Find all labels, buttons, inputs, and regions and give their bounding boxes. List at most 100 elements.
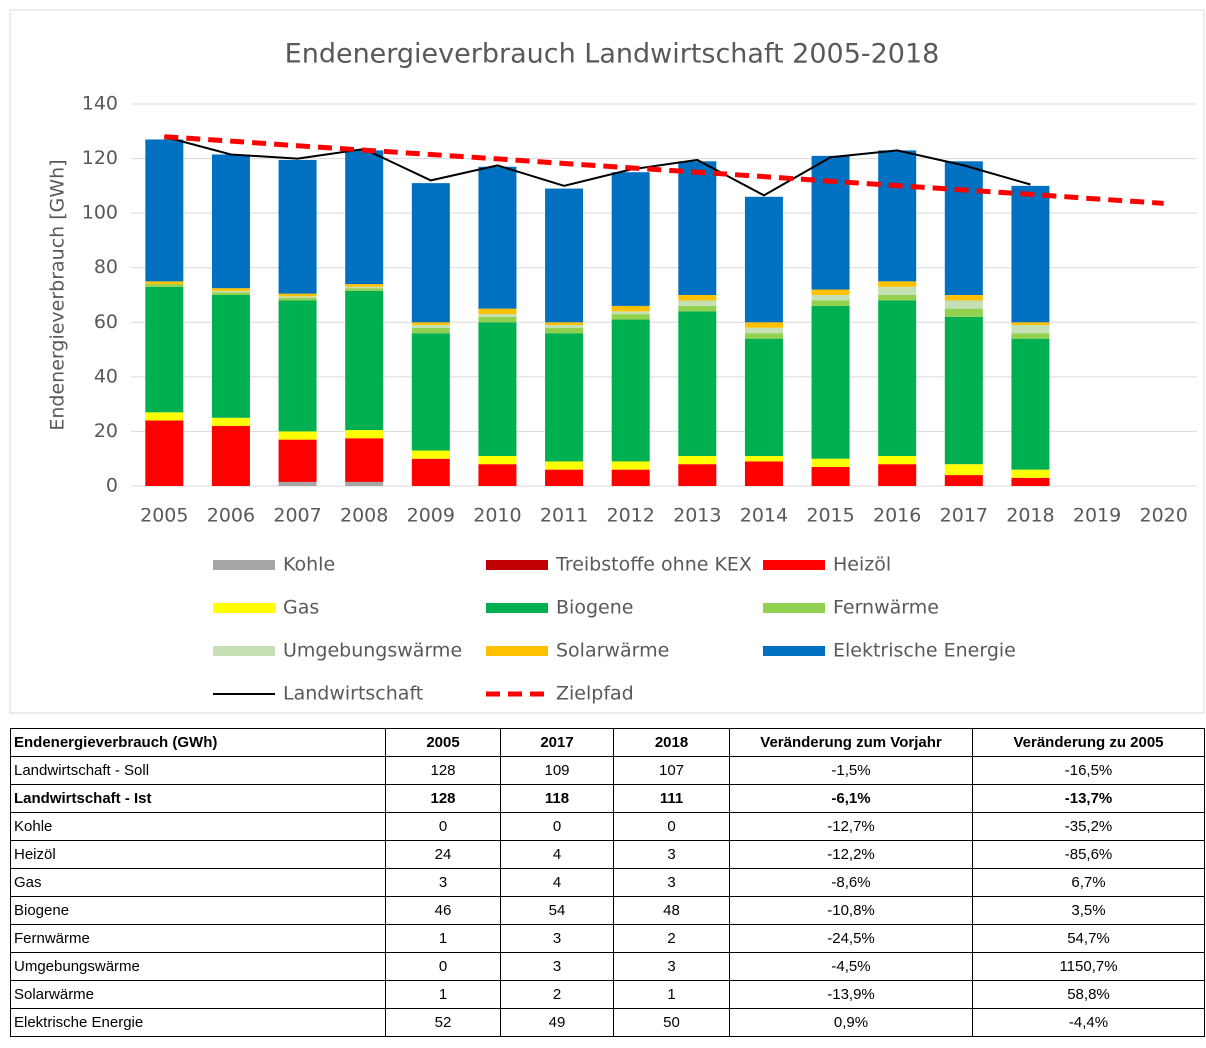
table-cell: Elektrische Energie (10, 1008, 386, 1037)
table-cell: Veränderung zu 2005 (972, 728, 1205, 757)
table-cell: 0 (500, 812, 614, 841)
bar-segment (678, 464, 717, 486)
bar-segment (611, 469, 650, 486)
table-cell: Fernwärme (10, 924, 386, 953)
bar-segment (811, 300, 850, 306)
bar-segment (1011, 469, 1050, 478)
y-tick-label: 20 (94, 420, 118, 442)
bar-segment (545, 322, 584, 326)
table-cell: 0,9% (729, 1008, 973, 1037)
legend-swatch (213, 646, 275, 656)
bar-segment (678, 305, 717, 312)
bar-segment (611, 314, 650, 320)
table-cell: 49 (500, 1008, 614, 1037)
line (164, 135, 1031, 197)
x-tick-label: 2012 (607, 505, 655, 527)
table-cell: 2 (500, 980, 614, 1009)
legend-label: Treibstoffe ohne KEX (555, 554, 752, 576)
x-tick-label: 2015 (806, 505, 854, 527)
table-cell: -12,2% (729, 840, 973, 869)
bar-segment (411, 183, 450, 323)
legend-label: Solarwärme (556, 640, 669, 662)
table-row: Elektrische Energie 52 49 50 0,9% -4,4% (10, 1008, 1205, 1037)
bar-segment (678, 295, 717, 301)
bar-segment (278, 293, 317, 297)
table-cell: -10,8% (729, 896, 973, 925)
table-row: Gas 3 4 3 -8,6% 6,7% (10, 868, 1205, 897)
table-cell: -6,1% (729, 784, 973, 813)
table-cell: -4,5% (729, 952, 973, 981)
x-tick-label: 2020 (1140, 505, 1188, 527)
legend-label: Kohle (283, 554, 335, 576)
y-tick-label: 100 (82, 202, 118, 224)
legend-label: Biogene (556, 597, 633, 619)
x-tick-label: 2018 (1006, 505, 1054, 527)
table-cell: -13,9% (729, 980, 973, 1009)
bar-segment (278, 431, 317, 440)
bar-segment (411, 333, 450, 451)
table-cell: 118 (500, 784, 614, 813)
table-cell: 128 (385, 756, 501, 785)
table-cell: -4,4% (972, 1008, 1205, 1037)
bar-segment (278, 439, 317, 482)
x-tick-label: 2010 (473, 505, 521, 527)
legend-swatch (763, 646, 825, 656)
bar-segment (145, 286, 184, 413)
bar-segment (744, 455, 783, 462)
bar-segment (145, 139, 184, 282)
x-tick-label: 2013 (673, 505, 721, 527)
x-tick-label: 2009 (407, 505, 455, 527)
bar-segment (611, 305, 650, 312)
table-cell: 128 (385, 784, 501, 813)
bar-segment (744, 461, 783, 486)
bar-segment (345, 430, 384, 439)
bar-segment (811, 466, 850, 486)
table-cell: 1 (385, 980, 501, 1009)
bar-segment (678, 161, 717, 295)
table-cell: 3 (500, 924, 614, 953)
table-cell: Endenergieverbrauch (GWh) (10, 728, 386, 757)
legend-swatch (763, 603, 825, 613)
table-cell: 1150,7% (972, 952, 1205, 981)
bar-segment (678, 311, 717, 456)
bar-segment (545, 188, 584, 323)
bar-segment (145, 420, 184, 486)
legend-swatch (486, 560, 548, 570)
bar-segment (145, 412, 184, 421)
chart: Endenergieverbrauch Landwirtschaft 2005-… (9, 9, 1205, 714)
legend-label: Zielpfad (556, 683, 634, 705)
bar-segment (545, 469, 584, 486)
table-cell: -16,5% (972, 756, 1205, 785)
bar-segment (744, 327, 783, 334)
bar-segment (744, 196, 783, 323)
bar-segment (345, 288, 384, 291)
bar-segment (278, 297, 317, 301)
bar-segment (878, 281, 917, 287)
x-tick-label: 2017 (940, 505, 988, 527)
bar-segment (478, 455, 517, 465)
bar-segment (145, 281, 184, 285)
legend-label: Fernwärme (833, 597, 939, 619)
bar-segment (411, 325, 450, 328)
bar-segment (345, 286, 384, 289)
y-axis-label: Endenergieverbrauch [GWh] (47, 159, 69, 430)
x-tick-label: 2006 (207, 505, 255, 527)
table-cell: 1 (385, 924, 501, 953)
table-cell: 54,7% (972, 924, 1205, 953)
table-cell: 4 (500, 868, 614, 897)
bar-segment (811, 305, 850, 459)
bar-segment (411, 458, 450, 486)
x-tick-label: 2011 (540, 505, 588, 527)
bar-segment (944, 295, 983, 301)
legend-swatch (486, 646, 548, 656)
table-cell: 107 (613, 756, 730, 785)
bar-segment (545, 333, 584, 462)
table-cell: 46 (385, 896, 501, 925)
legend-swatch (486, 603, 548, 613)
x-tick-label: 2016 (873, 505, 921, 527)
bar-segment (878, 286, 917, 295)
bar-segment (278, 481, 317, 486)
bar-segment (411, 450, 450, 459)
bar-segment (345, 438, 384, 482)
bar-segment (811, 295, 850, 301)
